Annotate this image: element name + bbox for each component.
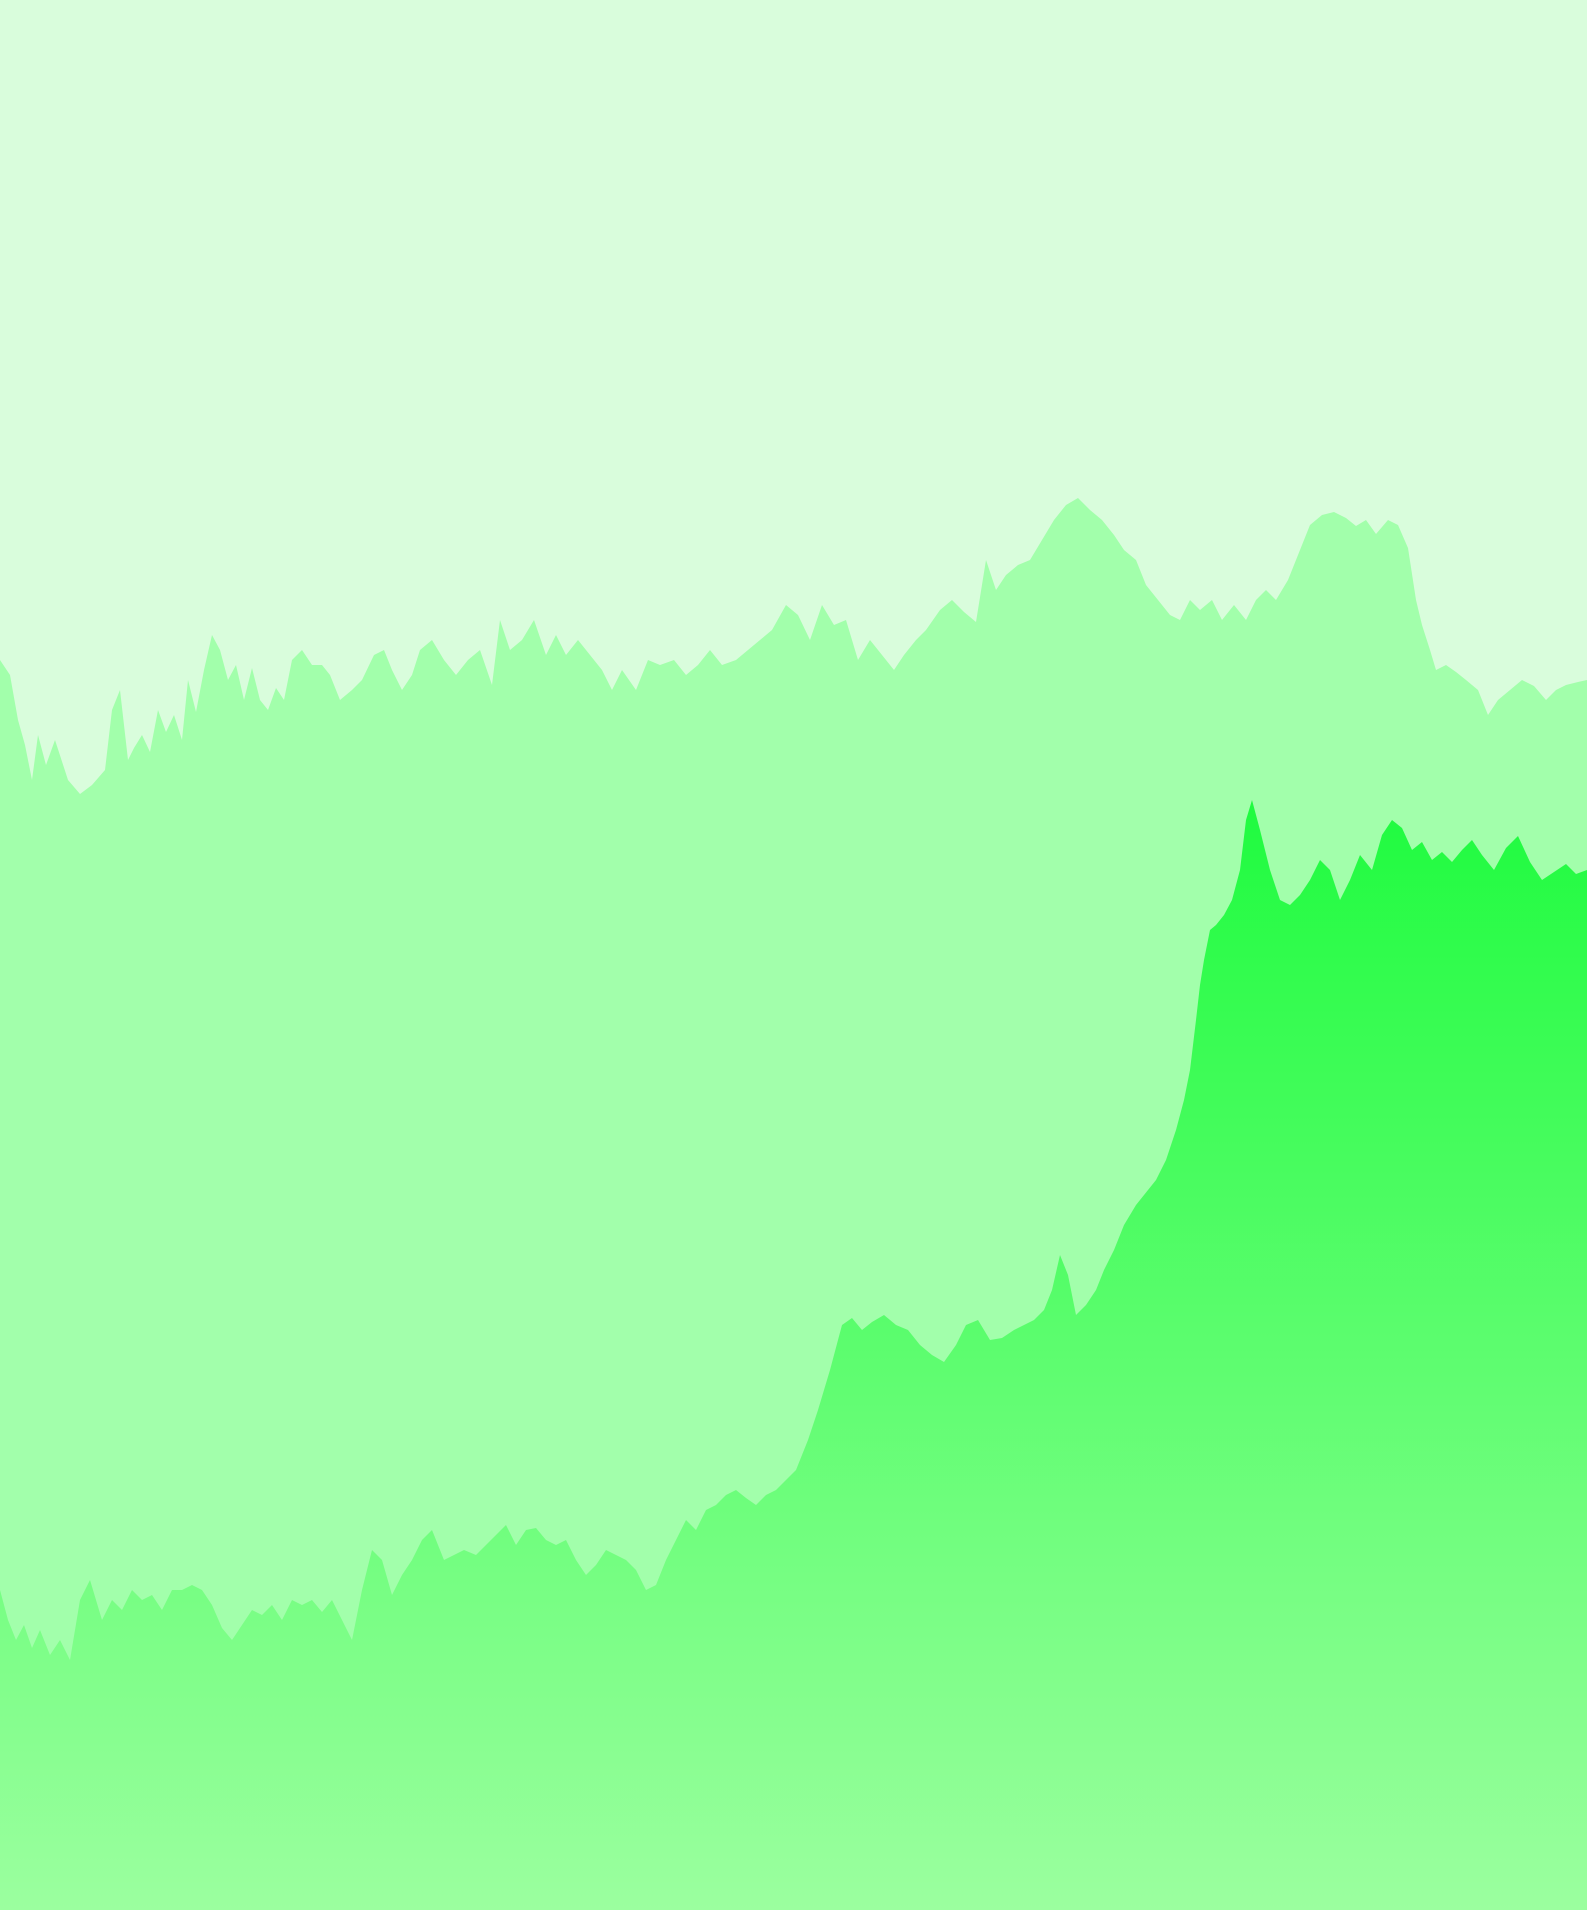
front-hill-layer bbox=[0, 800, 1587, 1910]
